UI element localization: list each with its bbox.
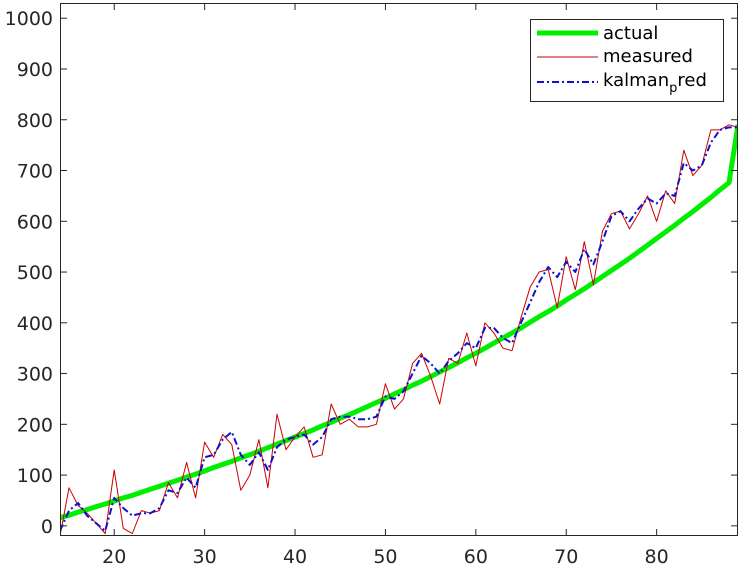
y-tick-label: 100	[17, 465, 53, 487]
ticks-layer: 20 30 40 50 60 70 8001002003004005006007008009…	[5, 3, 738, 568]
y-tick-label: 0	[41, 516, 53, 538]
series-line-kalman-pred	[60, 126, 738, 532]
y-tick-label: 600	[17, 211, 53, 233]
series-line-measured	[60, 124, 738, 536]
x-tick-label: 50	[373, 546, 397, 568]
y-tick-label: 700	[17, 161, 53, 183]
x-tick-label: 20	[102, 546, 126, 568]
legend-label-actual: actual	[603, 23, 658, 44]
y-tick-label: 500	[17, 262, 53, 284]
y-tick-label: 200	[17, 414, 53, 436]
y-tick-label: 800	[17, 110, 53, 132]
y-tick-label: 1000	[5, 8, 53, 30]
legend-label-kalman-pred: kalmanpred	[603, 70, 707, 96]
legend-label-kalman-rest: red	[677, 70, 707, 91]
legend-label-kalman-subscript: p	[669, 81, 677, 96]
series-line-actual	[60, 124, 738, 521]
y-tick-label: 300	[17, 364, 53, 386]
legend-label-kalman-base: kalman	[603, 70, 669, 91]
x-tick-label: 70	[554, 546, 578, 568]
x-tick-label: 80	[645, 546, 669, 568]
y-tick-label: 900	[17, 59, 53, 81]
axes-box	[60, 3, 738, 536]
x-tick-label: 30	[193, 546, 217, 568]
legend-label-measured: measured	[603, 46, 693, 67]
x-tick-label: 40	[283, 546, 307, 568]
x-tick-label: 60	[464, 546, 488, 568]
series-layer	[60, 124, 738, 536]
y-tick-label: 400	[17, 313, 53, 335]
legend: actual measured kalmanpred	[530, 19, 724, 102]
